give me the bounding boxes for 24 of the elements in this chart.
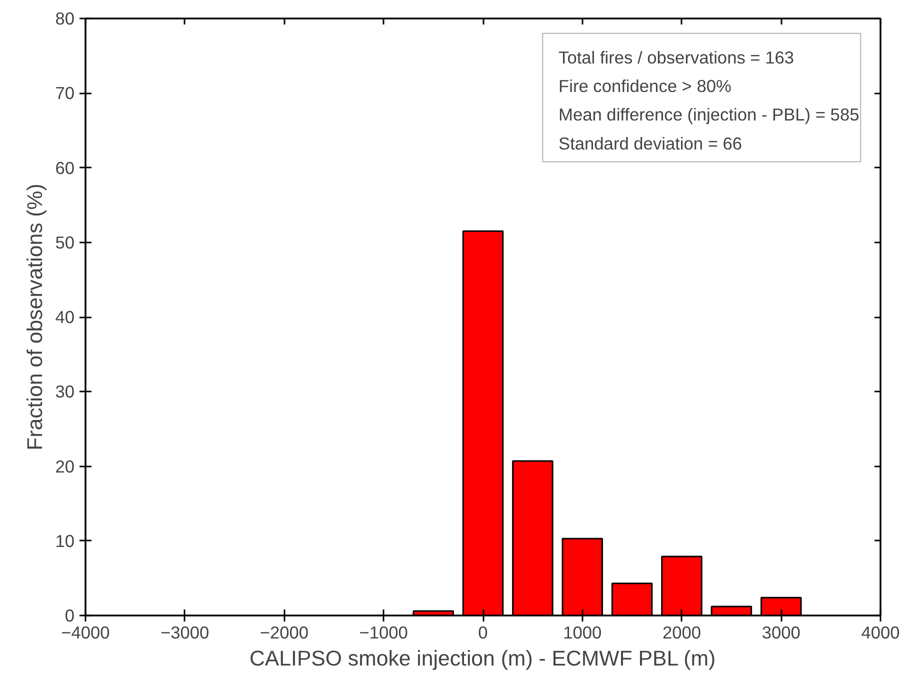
y-tick-label: 0: [64, 606, 75, 626]
x-tick-label: −3000: [160, 622, 210, 642]
x-tick-label: 2000: [662, 622, 702, 642]
x-tick-label: −2000: [260, 622, 309, 642]
y-axis-title: Fraction of observations (%): [23, 184, 48, 450]
x-tick-label: −1000: [359, 622, 408, 642]
y-tick-label: 20: [55, 456, 75, 476]
annotation: Mean difference (injection - PBL) = 585: [558, 104, 860, 125]
x-tick-label: 0: [478, 622, 488, 642]
annotation: Standard deviation = 66: [558, 133, 742, 154]
x-tick-label: 1000: [563, 622, 602, 642]
annotation: Fire confidence > 80%: [558, 76, 732, 96]
y-tick-label: 50: [55, 232, 75, 252]
x-tick-label: 4000: [861, 622, 900, 642]
annotation: Total fires / observations = 163: [558, 47, 794, 68]
y-tick-label: 70: [55, 83, 75, 104]
y-tick-label: 40: [55, 307, 75, 327]
x-axis-title: CALIPSO smoke injection (m) - ECMWF PBL (m): [250, 646, 716, 670]
y-tick-label: 10: [55, 530, 75, 551]
y-tick-label: 80: [55, 8, 75, 28]
x-tick-label: 3000: [762, 622, 800, 642]
x-tick-label: −4000: [61, 622, 110, 642]
y-tick-label: 60: [55, 158, 75, 178]
y-tick-label: 30: [55, 382, 75, 402]
